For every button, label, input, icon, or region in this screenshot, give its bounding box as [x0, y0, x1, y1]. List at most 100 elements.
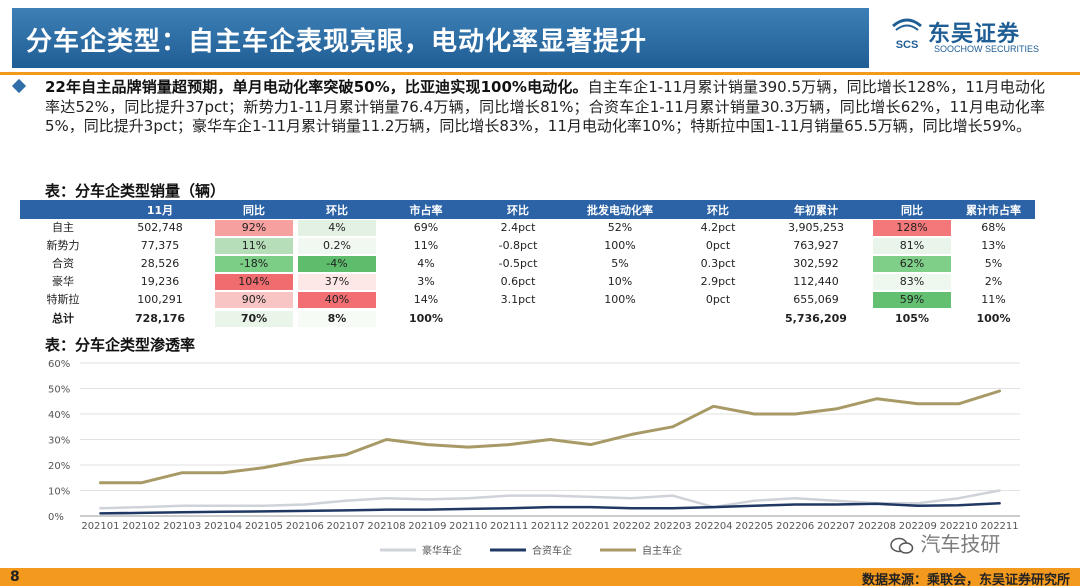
summary-paragraph: 22年自主品牌销量超预期，单月电动化率突破50%，比亚迪实现100%电动化。自主… — [45, 78, 1045, 137]
table-cell-value: 特斯拉 — [46, 293, 80, 306]
y-tick-label: 30% — [48, 436, 70, 447]
table-cell: 104% — [214, 273, 294, 291]
table-cell: 自主 — [20, 219, 106, 237]
table-cell: 83% — [872, 273, 952, 291]
table-cell: 77,375 — [106, 237, 214, 255]
table-cell: 59% — [872, 291, 952, 309]
x-tick-label: 202211 — [980, 521, 1018, 532]
table-cell-value: 83% — [873, 274, 951, 290]
table-cell: 4.2pct — [676, 219, 760, 237]
table-cell-value: 3.1pct — [500, 293, 536, 306]
logo-mark-icon: SCS — [892, 18, 922, 51]
table-cell-value: 自主 — [52, 221, 74, 234]
table-cell: 11% — [952, 291, 1035, 309]
table-header-cell: 累计市占率 — [952, 200, 1035, 219]
x-tick-label: 202105 — [245, 521, 283, 532]
table-cell-value: 69% — [413, 221, 439, 234]
x-tick-label: 202210 — [940, 521, 978, 532]
table-row: 特斯拉 100,291 90% 40% 14% 3.1pct 100% 0pct 655,069… — [20, 291, 1035, 309]
table-cell-value: 0pct — [705, 293, 731, 306]
series-line-1 — [99, 502, 1001, 515]
x-tick-label: 202204 — [694, 521, 732, 532]
table-cell: 2.4pct — [472, 219, 564, 237]
table-cell-value: 3,905,253 — [788, 221, 844, 234]
table-cell-value: 11% — [981, 293, 1006, 306]
table-cell: -4% — [294, 255, 380, 273]
wechat-icon — [890, 537, 914, 554]
table-cell-value: 4.2pct — [700, 221, 736, 234]
summary-body: 自主车企1-11月累计销量390.5万辆，同比增长128%，11月电动化率达52… — [45, 78, 1045, 135]
table-cell-value: 100% — [604, 239, 636, 252]
table-cell: 502,748 — [106, 219, 214, 237]
table-header-cell: 批发电动化率 — [564, 200, 676, 219]
x-tick-label: 202103 — [163, 521, 201, 532]
table-cell: 10% — [564, 273, 676, 291]
y-tick-label: 0% — [48, 512, 64, 523]
table-cell: 5% — [564, 255, 676, 273]
table-cell: 728,176 — [106, 309, 214, 328]
table-cell: 70% — [214, 309, 294, 328]
table-cell-value: 68% — [981, 221, 1006, 234]
watermark-text: 汽车技研 — [920, 532, 1001, 556]
table-cell-value — [679, 309, 757, 325]
table-cell: -18% — [214, 255, 294, 273]
table-cell-value: 90% — [215, 292, 293, 308]
x-tick-label: 202110 — [449, 521, 487, 532]
table-row: 合资 28,526 -18% -4% 4% -0.5pct 5% 0.3pct 302,592 6… — [20, 255, 1035, 273]
table-cell: 302,592 — [760, 255, 872, 273]
x-tick-label: 202203 — [654, 521, 692, 532]
table-cell: 11% — [380, 237, 472, 255]
table-cell-value: 0.3pct — [700, 257, 736, 270]
table-cell: 13% — [952, 237, 1035, 255]
table-cell-value: 28,526 — [140, 257, 180, 270]
table-row: 自主 502,748 92% 4% 69% 2.4pct 52% 4.2pct 3,905,25… — [20, 219, 1035, 237]
table-cell-value: 豪华 — [52, 275, 74, 288]
table-cell: 合资 — [20, 255, 106, 273]
table-cell: 5% — [952, 255, 1035, 273]
legend-label: 合资车企 — [532, 544, 572, 557]
bullet-diamond-icon — [11, 78, 27, 94]
table-cell-value — [479, 309, 557, 325]
table-cell: 总计 — [20, 309, 106, 328]
table-cell: 3% — [380, 273, 472, 291]
table-cell-value: 13% — [981, 239, 1006, 252]
series-line-0 — [99, 489, 1001, 510]
brand-logo: SCS 东吴证券 SOOCHOW SECURITIES — [890, 14, 1070, 64]
sales-table: 11月 同比 环比 市占率 环比 批发电动化率 环比 年初累计 同比 累计市占率 自主 502,74… — [20, 200, 1035, 328]
table-cell: -0.5pct — [472, 255, 564, 273]
table-cell: 40% — [294, 291, 380, 309]
header-divider — [0, 72, 1080, 75]
watermark: 汽车技研 — [890, 528, 1000, 557]
table-header-cell: 年初累计 — [760, 200, 872, 219]
table-header-cell: 同比 — [872, 200, 952, 219]
y-tick-label: 50% — [48, 385, 70, 396]
table-cell: 69% — [380, 219, 472, 237]
table-body: 自主 502,748 92% 4% 69% 2.4pct 52% 4.2pct 3,905,25… — [20, 219, 1035, 328]
table-cell-value: 92% — [215, 220, 293, 236]
table-cell-value: 5,736,209 — [785, 311, 847, 325]
table-cell: 4% — [380, 255, 472, 273]
table-cell-value: 59% — [873, 292, 951, 308]
x-tick-label: 202209 — [899, 521, 937, 532]
table-cell-value: 新势力 — [46, 239, 80, 252]
logo-name-cn: 东吴证券 — [928, 22, 1021, 47]
table-cell-value: 4% — [298, 220, 376, 236]
table-cell-value: 128% — [873, 220, 951, 236]
table-cell-value: 5% — [611, 257, 629, 270]
table-cell-value: 112,440 — [793, 275, 839, 288]
x-tick-label: 202208 — [858, 521, 896, 532]
table-cell-value: 105% — [895, 311, 929, 325]
table-cell: 豪华 — [20, 273, 106, 291]
x-tick-label: 202104 — [204, 521, 242, 532]
table-cell: 100% — [564, 237, 676, 255]
legend-label: 豪华车企 — [422, 544, 462, 557]
table-cell-value: 62% — [873, 256, 951, 272]
table-header-cell: 环比 — [676, 200, 760, 219]
y-tick-label: 60% — [48, 359, 70, 370]
table-row: 豪华 19,236 104% 37% 3% 0.6pct 10% 2.9pct 112,440 8… — [20, 273, 1035, 291]
table-cell-value: 0pct — [705, 239, 731, 252]
table-cell-value: 8% — [298, 310, 376, 327]
table-cell-value: -18% — [215, 256, 293, 272]
table-cell-value: 14% — [413, 293, 439, 306]
table-cell: 0pct — [676, 291, 760, 309]
